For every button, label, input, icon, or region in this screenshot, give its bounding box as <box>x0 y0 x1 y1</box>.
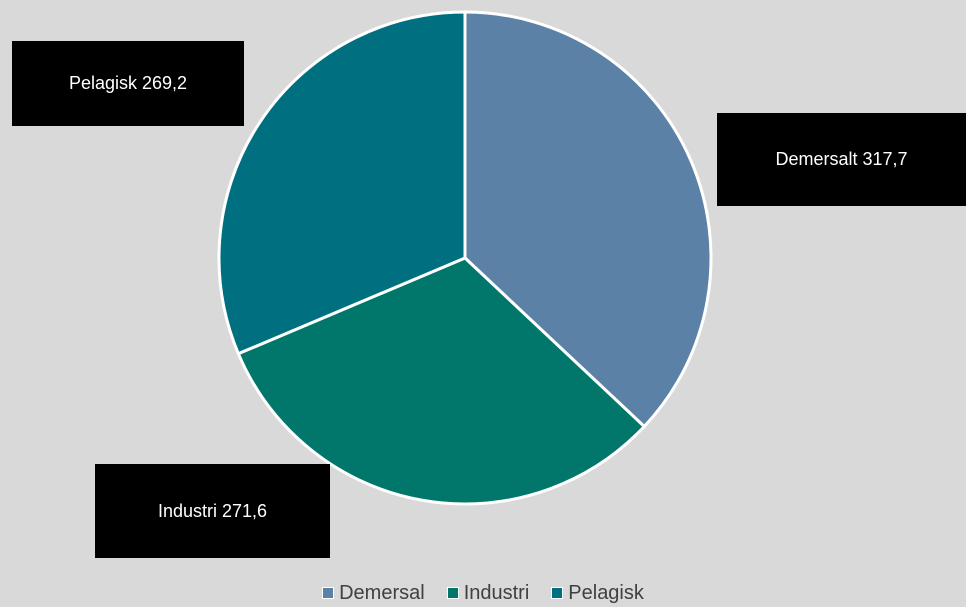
legend-swatch-pelagisk <box>551 587 564 599</box>
legend-label-industri: Industri <box>463 581 530 604</box>
pie-slice-industri <box>236 256 646 506</box>
data-label-industri: Industri 271,6 <box>95 464 330 558</box>
legend-item-pelagisk: Pelagisk <box>551 582 644 605</box>
pie-slice-pelagisk <box>217 10 467 356</box>
data-label-pelagisk: Pelagisk 269,2 <box>12 41 244 126</box>
data-label-demersal: Demersalt 317,7 <box>717 113 966 206</box>
legend-item-demersal: Demersal <box>322 582 425 605</box>
legend-label-pelagisk: Pelagisk <box>568 581 644 604</box>
pie-slice-demersal <box>463 10 713 428</box>
legend-swatch-industri <box>446 587 459 599</box>
legend: Demersal Industri Pelagisk <box>0 580 966 606</box>
legend-item-industri: Industri <box>446 581 530 605</box>
legend-swatch-demersal <box>322 587 335 599</box>
legend-label-demersal: Demersal <box>339 581 425 604</box>
